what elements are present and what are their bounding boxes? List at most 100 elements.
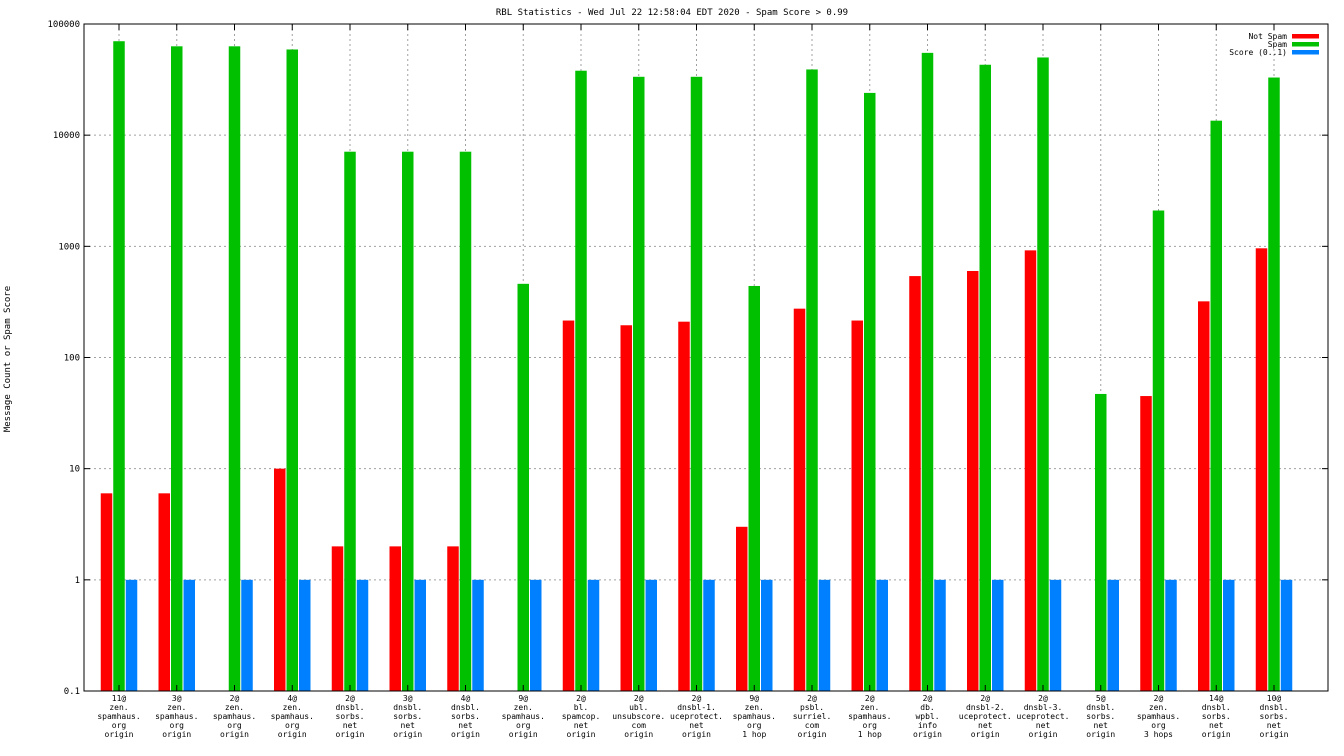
x-tick-label-line: origin <box>682 730 711 739</box>
bars-group <box>100 41 1293 692</box>
x-tick-label-line: ubl. <box>629 703 648 712</box>
x-tick-label-line: 9@ <box>518 694 528 703</box>
bar-spam <box>748 285 760 691</box>
x-tick-label-line: 2@ <box>980 694 990 703</box>
x-tick-label-line: 4@ <box>287 694 297 703</box>
bar-score-0-1 <box>818 579 831 691</box>
x-tick-label: 2@ dnsbl-2. uceprotect. net origin <box>959 694 1012 739</box>
x-tick-label-line: com <box>632 721 647 730</box>
x-tick-label-line: spamhaus. <box>97 712 140 721</box>
y-tick-label: 100000 <box>47 20 80 30</box>
bar-spam <box>459 151 472 691</box>
x-tick-label-line: spamhaus. <box>271 712 314 721</box>
x-tick-label: 2@ bl. spamcop. net origin <box>562 694 601 739</box>
bar-score-0-1 <box>761 579 773 691</box>
bar-spam <box>344 151 356 691</box>
x-tick-label: 9@ zen. spamhaus. org 1 hop <box>733 694 776 739</box>
x-tick-label-line: spamhaus. <box>502 712 545 721</box>
x-tick-label-line: dnsbl. <box>393 703 422 712</box>
bar-score-0-1 <box>299 579 311 691</box>
x-tick-label-line: 9@ <box>749 694 759 703</box>
x-tick-label-line: origin <box>278 730 307 739</box>
x-tick-label: 2@ ubl. unsubscore. com origin <box>612 694 665 739</box>
x-tick-label: 5@ dnsbl. sorbs. net origin <box>1086 694 1115 739</box>
bar-spam <box>1152 210 1165 691</box>
x-tick-label-line: org <box>747 721 762 730</box>
x-tick-label-line: origin <box>105 730 134 739</box>
bar-spam <box>1037 57 1049 692</box>
x-tick-label-line: zen. <box>745 703 764 712</box>
x-tick-label-line: spamhaus. <box>1137 712 1180 721</box>
x-tick-label-line: uceprotect. <box>1017 712 1070 721</box>
bar-score-0-1 <box>876 579 888 691</box>
x-tick-label-line: org <box>170 721 185 730</box>
x-tick-label-line: origin <box>798 730 827 739</box>
x-tick-label-line: net <box>1094 721 1109 730</box>
x-tick-label: 11@ zen. spamhaus. org origin <box>97 694 140 739</box>
x-tick-label-line: zen. <box>860 703 879 712</box>
bar-score-0-1 <box>472 579 484 691</box>
bar-score-0-1 <box>645 579 657 691</box>
bar-score-0-1 <box>125 579 138 691</box>
x-tick-label-line: sorbs. <box>1202 712 1231 721</box>
legend-swatch <box>1292 42 1319 47</box>
x-tick-label-line: zen. <box>109 703 128 712</box>
bar-spam <box>286 49 298 691</box>
x-tick-label-line: 3@ <box>403 694 413 703</box>
x-tick-label-line: com <box>805 721 820 730</box>
x-tick-label-line: 3 hops <box>1144 730 1173 739</box>
bar-spam <box>864 92 876 692</box>
bar-score-0-1 <box>183 579 195 691</box>
x-tick-label-line: net <box>401 721 416 730</box>
bar-score-0-1 <box>530 579 542 691</box>
x-tick-label-line: origin <box>451 730 480 739</box>
x-tick-label-line: origin <box>913 730 942 739</box>
legend-label: Score (0..1) <box>1229 48 1287 57</box>
x-tick-label: 10@ dnsbl. sorbs. net origin <box>1260 694 1289 739</box>
x-tick-label-line: spamhaus. <box>155 712 198 721</box>
x-tick-label-line: 5@ <box>1096 694 1106 703</box>
x-tick-label-line: net <box>978 721 993 730</box>
bar-not-spam <box>562 320 575 691</box>
x-tick-label-line: surriel. <box>793 712 832 721</box>
x-tick-label-line: dnsbl. <box>1202 703 1231 712</box>
bar-spam <box>806 69 818 692</box>
x-tick-label-line: dnsbl. <box>336 703 365 712</box>
x-tick-label-line: zen. <box>514 703 533 712</box>
bar-spam <box>1095 393 1107 691</box>
x-tick-label-line: 1 hop <box>742 730 766 739</box>
x-tick-label-line: info <box>918 721 937 730</box>
x-tick-label-line: 3@ <box>172 694 182 703</box>
bar-not-spam <box>100 493 113 691</box>
bar-score-0-1 <box>1223 579 1235 691</box>
x-tick-label-line: origin <box>393 730 422 739</box>
x-tick-label-line: spamhaus. <box>733 712 776 721</box>
x-tick-label-line: psbl. <box>800 703 824 712</box>
bar-score-0-1 <box>1280 579 1293 691</box>
bar-spam <box>575 70 587 692</box>
x-tick-label-line: db. <box>920 703 934 712</box>
y-tick-label: 0.1 <box>64 687 80 697</box>
bar-not-spam <box>851 320 863 691</box>
x-tick-label-line: 1 hop <box>858 730 882 739</box>
x-tick-label-line: sorbs. <box>451 712 480 721</box>
legend-label: Spam <box>1268 40 1287 49</box>
y-tick-label: 100 <box>64 354 80 364</box>
x-tick-label-line: origin <box>567 730 596 739</box>
x-tick-label-line: 2@ <box>230 694 240 703</box>
x-tick-label-line: dnsbl. <box>1086 703 1115 712</box>
x-tick-label-line: origin <box>220 730 249 739</box>
x-tick-label: 2@ db. wpbl. info origin <box>913 694 942 739</box>
bar-not-spam <box>967 270 979 691</box>
x-tick-label-line: zen. <box>225 703 244 712</box>
bar-spam <box>402 151 414 691</box>
x-tick-label: 2@ zen. spamhaus. org 3 hops <box>1137 694 1180 739</box>
bar-score-0-1 <box>587 579 600 691</box>
bar-not-spam <box>274 468 286 691</box>
x-tick-label-line: uceprotect. <box>670 712 723 721</box>
bar-score-0-1 <box>1107 579 1119 691</box>
bar-spam <box>690 76 703 691</box>
x-tick-label-line: net <box>1267 721 1282 730</box>
